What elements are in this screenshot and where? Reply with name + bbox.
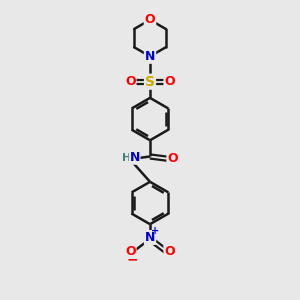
- Text: S: S: [145, 75, 155, 89]
- Text: O: O: [145, 14, 155, 26]
- Text: N: N: [145, 231, 155, 244]
- Text: −: −: [127, 253, 138, 266]
- Text: O: O: [125, 245, 136, 258]
- Text: O: O: [164, 75, 175, 88]
- Text: H: H: [122, 153, 131, 163]
- Text: N: N: [145, 50, 155, 63]
- Text: O: O: [164, 245, 175, 258]
- Text: O: O: [125, 75, 136, 88]
- Text: N: N: [130, 151, 140, 164]
- Text: +: +: [151, 226, 159, 236]
- Text: O: O: [167, 152, 178, 165]
